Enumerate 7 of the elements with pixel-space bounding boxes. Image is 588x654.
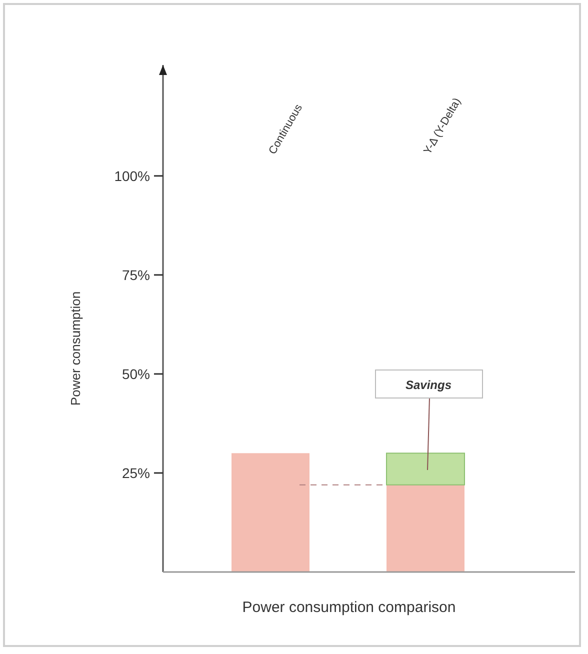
y-tick-label: 50%	[122, 366, 150, 382]
annotation: Savings	[405, 378, 452, 392]
y-tick-label: 25%	[122, 464, 150, 481]
y-tick-label: 100%	[114, 168, 150, 184]
y-axis-title: Power consumption	[68, 291, 83, 406]
x-axis-title: Power consumption comparison	[242, 599, 456, 616]
y-tick-label: 75%	[122, 266, 150, 283]
